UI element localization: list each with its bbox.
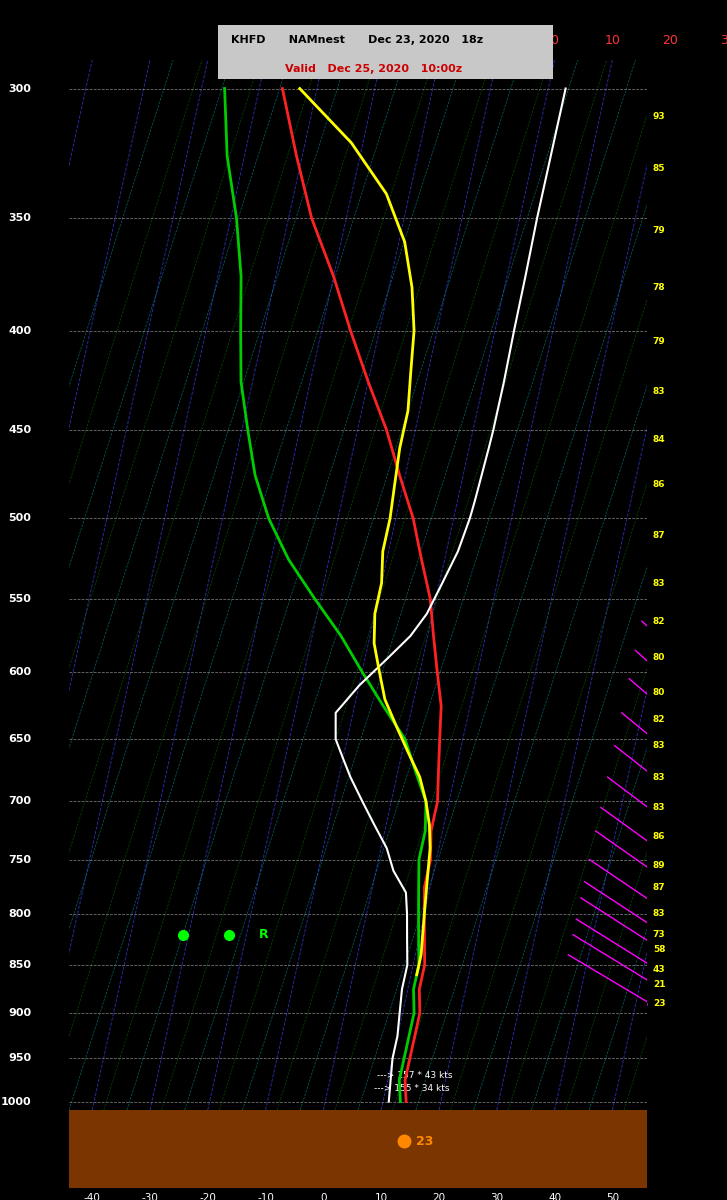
Text: 700: 700 <box>9 797 31 806</box>
Text: 950: 950 <box>9 1054 31 1063</box>
Text: 83: 83 <box>653 742 665 750</box>
Text: -10: -10 <box>486 35 507 47</box>
Text: KHFD      NAMnest      Dec 23, 2020   18z: KHFD NAMnest Dec 23, 2020 18z <box>231 35 483 46</box>
Text: 83: 83 <box>653 910 665 918</box>
Text: 900: 900 <box>9 1008 31 1018</box>
Text: 1000: 1000 <box>1 1097 31 1106</box>
Text: 85: 85 <box>653 164 665 173</box>
Text: -20: -20 <box>429 35 449 47</box>
Text: 58: 58 <box>653 946 665 954</box>
Text: 89: 89 <box>653 860 665 870</box>
Text: 23: 23 <box>653 1000 665 1008</box>
Text: 83: 83 <box>653 803 665 812</box>
Text: 83: 83 <box>653 386 665 396</box>
Text: 800: 800 <box>9 908 31 919</box>
Text: 850: 850 <box>9 960 31 970</box>
Text: 82: 82 <box>653 617 665 625</box>
Text: 79: 79 <box>653 226 665 235</box>
Text: 80: 80 <box>653 653 665 662</box>
Text: 93: 93 <box>653 112 665 121</box>
Text: 550: 550 <box>9 594 31 604</box>
Text: 87: 87 <box>653 530 665 540</box>
Text: 87: 87 <box>653 883 665 892</box>
Text: 21: 21 <box>653 980 665 989</box>
Text: ---> 157 * 43 kts: ---> 157 * 43 kts <box>377 1072 453 1080</box>
Text: 86: 86 <box>653 833 665 841</box>
Text: 500: 500 <box>9 514 31 523</box>
Text: 43: 43 <box>653 965 665 974</box>
Text: R: R <box>259 928 268 941</box>
Text: 80: 80 <box>653 688 665 697</box>
Text: Valid   Dec 25, 2020   10:00z: Valid Dec 25, 2020 10:00z <box>285 65 462 74</box>
Text: 30: 30 <box>720 35 727 47</box>
Text: 23: 23 <box>416 1135 433 1147</box>
Text: 82: 82 <box>653 715 665 724</box>
Text: 650: 650 <box>9 734 31 744</box>
Text: 20: 20 <box>662 35 678 47</box>
Text: 600: 600 <box>9 667 31 677</box>
Text: 83: 83 <box>653 773 665 781</box>
Text: 79: 79 <box>653 336 665 346</box>
Text: 450: 450 <box>9 425 31 434</box>
Text: 750: 750 <box>9 854 31 864</box>
Text: 0: 0 <box>550 35 558 47</box>
Text: 400: 400 <box>9 325 31 336</box>
Text: 83: 83 <box>653 578 665 588</box>
Text: -30: -30 <box>371 35 391 47</box>
Text: 73: 73 <box>653 930 665 940</box>
Text: 300: 300 <box>9 84 31 94</box>
Text: 10: 10 <box>604 35 620 47</box>
Text: ---> 155 * 34 kts: ---> 155 * 34 kts <box>374 1085 450 1093</box>
Text: 86: 86 <box>653 480 665 488</box>
Text: 350: 350 <box>9 214 31 223</box>
Text: 78: 78 <box>653 283 665 292</box>
Text: 84: 84 <box>653 434 665 444</box>
